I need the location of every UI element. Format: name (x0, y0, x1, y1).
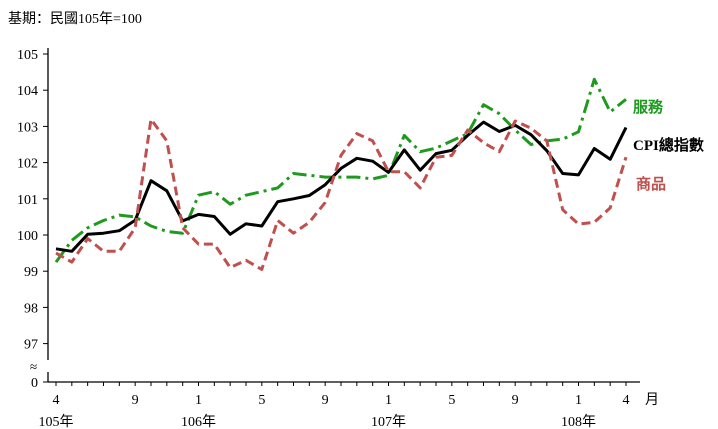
x-tick-label: 1 (195, 393, 202, 408)
x-tick-label: 1 (575, 393, 582, 408)
base-period-note: 基期：民國105年=100 (8, 12, 142, 27)
series-line-cpi-total (55, 120, 628, 253)
series-line-services (54, 77, 627, 263)
x-tick-label: 9 (322, 393, 329, 408)
y-tick-label: 98 (24, 301, 38, 316)
y-tick-label: 97 (24, 338, 38, 353)
series-line-goods (55, 117, 628, 271)
series-label-cpi-total: CPI總指數 (633, 136, 704, 154)
x-tick-label: 4 (623, 393, 630, 408)
x-tick-label: 1 (385, 393, 392, 408)
y-tick-label: 100 (17, 229, 38, 244)
x-tick-label: 9 (132, 393, 139, 408)
y-tick-label: 0 (31, 376, 38, 391)
x-year-label: 108年 (561, 414, 596, 429)
series-label-goods: 商品 (636, 175, 666, 193)
chart-series (54, 77, 628, 271)
x-year-label: 105年 (39, 414, 74, 429)
y-tick-label: 105 (17, 48, 38, 63)
x-year-label: 106年 (181, 414, 216, 429)
x-unit-label: 月 (645, 392, 659, 408)
y-tick-label: 104 (17, 84, 38, 99)
y-tick-label: 99 (24, 265, 38, 280)
y-tick-label: 101 (17, 193, 38, 208)
x-year-label: 107年 (371, 414, 406, 429)
y-tick-label: 103 (17, 120, 38, 135)
x-tick-label: 5 (258, 393, 265, 408)
y-tick-label: 102 (17, 157, 38, 172)
x-tick-label: 5 (448, 393, 455, 408)
x-tick-label: 9 (512, 393, 519, 408)
axis-break-mark: ≈ (30, 359, 37, 374)
series-label-services: 服務 (633, 98, 664, 116)
x-tick-label: 4 (53, 393, 60, 408)
